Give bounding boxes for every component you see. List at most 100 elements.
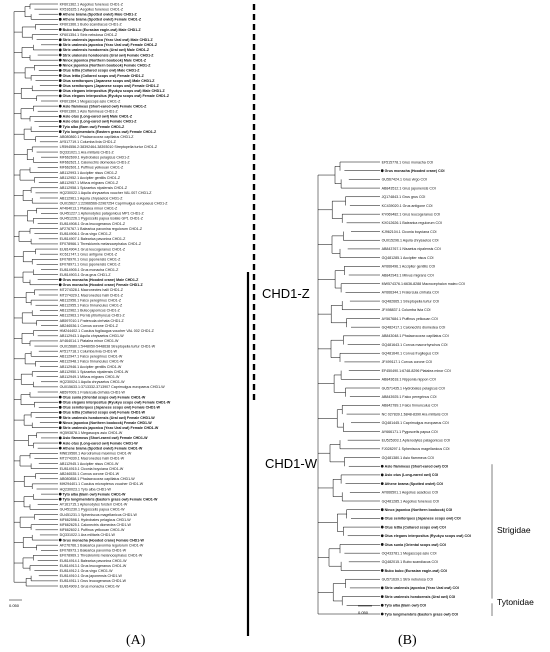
tree-a-tip-label: EF078966.1 Threskiornis melanocephalus C… <box>60 242 142 246</box>
tree-a-tip-label: AY161715.1 Aptenodytes forsteri CHD1-W <box>60 503 128 507</box>
tree-a-tip-label: EU814909.1 Grus monacha CHD1-W <box>60 584 121 588</box>
tree-a-tip-label: KF601362.1 Aegolius funereus CHD1-Z <box>60 2 124 6</box>
tree-a-tip-label: Asio flammeus (Short-eared owl) Female C… <box>63 104 147 108</box>
tree-a-tip-label: OU015680.1:5448050-5448638 Streptopelia … <box>60 344 156 348</box>
tree-a-tip-label: Bubo bubo (Eurasian eagle-owl) Male CHD1… <box>63 28 142 32</box>
tree-a-tip-label: Ninox japonica (Northern boobook) Female… <box>63 421 153 425</box>
tree-a-tip-label: Ninox japonica (Northern boobook) Female… <box>63 64 152 68</box>
tree-a-tip-label: EF078970.1 Grus japonensis CHD1-Z <box>60 258 122 262</box>
tree-a-tip-label: KC611747.1 Grus antigone CHD1-Z <box>60 252 118 256</box>
tree-a-tip-label: Strix uralensis japonica (Yezo Ural owl)… <box>63 43 158 47</box>
tree-a-tip-label: Otus lettia (Collared scops owl) Female … <box>63 74 145 78</box>
tree-a-tip-label: EF078969.1 Threskiornis melanocephalus C… <box>60 554 143 558</box>
tree-a-tip-marker <box>58 492 62 496</box>
tree-a-tip-label: AB112949.1 Milvus migrans CHD1-W <box>60 375 120 379</box>
tree-a-tip-marker <box>58 416 62 419</box>
tree-a-tip-label: Otus semitorques (Japanese scops owl) Fe… <box>63 406 161 410</box>
tree-a-tip-label: MF662621.1 Calonectris diomedea CHD1-Z <box>60 161 131 165</box>
tree-a-tip-label: AB112947.1 Falco peregrinus CHD1-W <box>60 355 123 359</box>
tree-a-tip-label: Athene brama (Spotted owlet) Female CHD1… <box>63 446 143 450</box>
tree-a-tip-marker <box>58 63 62 67</box>
clade-label-strigidae: Strigidae <box>497 525 531 535</box>
tree-a-tip-marker <box>58 538 62 542</box>
tree-a-tip-label: KF601360.1 Asio flammeus CHD1-Z <box>60 110 119 114</box>
panel-label-a: (A) <box>126 633 146 648</box>
tree-a-tip-label: Athene brama (Spotted owlet) Male CHD1-Z <box>63 13 138 17</box>
tree-a-tip-label: AB112955.1 Falco tinnunculus CHD1-Z <box>60 304 123 308</box>
tree-a-tip-label: Otus elegans interpositus (Ryukyu scops … <box>63 89 166 93</box>
tree-a-tip-label: AY517719.1 Columba livia CHD1-Z <box>60 140 117 144</box>
tree-a-tip-label: Strix uralensis hondoensis (Ural owl) Ma… <box>63 48 150 52</box>
tree-a-tip-label: KX516325.1 Aegolius funereus CHD1-Z <box>60 7 124 11</box>
tree-a-tip-label: AB112962.1 Buteo japonicus CHD1-Z <box>60 309 121 313</box>
tree-a-tip-marker <box>58 17 62 21</box>
clade-label-chd1-w: CHD1-W <box>265 456 317 471</box>
tree-a-tip-label: HQ230023.1 Tyto alba CHD1-W <box>60 487 112 491</box>
tree-a-tip-label: Otus semitorques (Japanese scops owl) Ma… <box>63 79 156 83</box>
tree-a-tip-marker <box>58 426 62 430</box>
tree-a-tip-label: Tyto alba (Barn owl) Female CHD1-Z <box>63 125 125 129</box>
tree-a-tip-label: EU814907.1 Balearica pavonina CHD1-Z <box>60 237 127 241</box>
tree-a-tip-label: AB246536.1 Corvus corone CHD1-Z <box>60 324 119 328</box>
tree-a-tip-label: Otus semitorques (Japanese scops owl) Fe… <box>63 84 160 88</box>
tree-a-tip-label: KF601364.1 Megascops asio CHD1-Z <box>60 99 122 103</box>
tree-a-tip-label: Strix uralensis japonica (Yezo Ural owl)… <box>63 426 159 430</box>
tree-a-tip-label: EF078973.1 Balearica pavonina CHD1-W <box>60 549 127 553</box>
tree-a-tip-label: Grus monacha (Hooded crane) Female CHD1-… <box>63 283 144 287</box>
tree-a-tip-label: HQ593878.1 Megascops asio CHD1-W <box>60 431 123 435</box>
tree-a-tip-label: Otus lettia (Collared scops owl) Female … <box>63 411 146 415</box>
tree-a-tip-marker <box>58 405 62 409</box>
tree-a-tip-label: Strix uralensis hondoensis (Ural owl) Fe… <box>63 53 155 57</box>
tree-a-tip-label: EU814906.1 Grus virgo CHD1-Z <box>60 232 113 236</box>
tree-a-tip-label: EU814912.1 Grus virgo CHD1-W <box>60 569 114 573</box>
tree-a-tip-label: LR594556.2:38392464-38393010 Streptopeli… <box>60 145 158 149</box>
tree-a-tip-label: EU814914.1 Balearica pavonina CHD1-W <box>60 559 128 563</box>
tree-a-tip-marker <box>58 68 62 72</box>
tree-a-tip-label: AB246535.1 Corvus corone CHD1-W <box>60 472 120 476</box>
tree-a-tip-label: GU451226.1 Pygoscelis papua isolate GP1 … <box>60 217 144 221</box>
tree-a-tip-label: AB112993.1 Accipiter nisus CHD1-Z <box>60 171 118 175</box>
tree-a-tip-label: GU451231.1 Spheniscus magellanicus CHD1-… <box>60 513 138 517</box>
tree-a-tip-marker <box>58 94 62 98</box>
tree-a-tip-label: KF601354.1 Strix nebulosa CHD1-Z <box>60 33 118 37</box>
tree-a-tip-marker <box>58 114 62 118</box>
tree-a-tip-label: AF276766.1 Balearica pavonina regulorum … <box>60 543 144 547</box>
tree-a-tip-label: Asio flammeus (Short-eared owl) Female C… <box>63 436 148 440</box>
tree-a-tip-marker <box>58 58 62 62</box>
tree-a-tip-label: Tyto alba (Barn owl) Female CHD1-W <box>63 492 126 496</box>
tree-a-tip-label: EU814904.1 Grus leucogeranus CHD1-Z <box>60 247 126 251</box>
tree-a-tip-label: MT274330.1 Macronectes halli CHD1-W <box>60 457 125 461</box>
tree-a-tip-marker <box>58 421 62 425</box>
tree-a-tip-label: EU814915.1 Ciconia boyciana CHD1-W <box>60 467 124 471</box>
clade-label-chd1-z: CHD1-Z <box>262 286 310 301</box>
tree-a-tip-label: AY517718.1 Columba livia CHD1-W <box>60 349 118 353</box>
tree-a-tip-label: Grus monacha (Hooded crane) Female CHD1-… <box>63 538 145 542</box>
tree-a-tip-label: Tyto longimembris (Eastern grass owl) Fe… <box>63 498 158 502</box>
tree-a-tip-label: MF662625.1 Calonectris diomedea CHD1-W <box>60 523 132 527</box>
tree-a-tip-marker <box>58 125 62 128</box>
tree-a-tip-label: Asio otus (Long-eared owl) Female CHD1-W <box>63 441 139 445</box>
tree-a-tip-marker <box>58 400 62 404</box>
tree-a-tip-marker <box>58 278 62 282</box>
tree-a-tip-label: EU814905.1 Grus monacha CHD1-Z <box>60 268 120 272</box>
tree-a-tip-marker <box>58 283 62 287</box>
tree-a-tip-marker <box>58 446 62 450</box>
tree-a-tip-label: Strix uralensis hondoensis (Ural owl) Fe… <box>63 416 156 420</box>
tree-a-tip-marker <box>58 411 62 414</box>
tree-a-tip-label: MN619560.1 Aerodramus maximus CHD1-W <box>60 452 132 456</box>
tree-a-tip-label: Ninox japonica (Northern boobook) Male C… <box>63 58 147 62</box>
tree-a-tip-label: AB112963.1 Pernis ptilorhyncus CHD1-Z <box>60 314 126 318</box>
tree-a-tip-label: AB112961.1 Aquila chrysaetos CHD1-Z <box>60 196 124 200</box>
tree-a-tip-label: Otus elegans interpositus (Ryukyu scops … <box>63 401 171 405</box>
tree-a-tip-label: Grus monacha (Hooded crane) Male CHD1-Z <box>63 278 139 282</box>
tree-a-tip-label: AB112952.1 Accipiter gentilis CHD1-Z <box>60 176 121 180</box>
tree-a-tip-label: AB112946.1 Accipiter gentilis CHD1-W <box>60 365 122 369</box>
tree-a-tip-label: Otus elegans interpositus (Ryukyu scops … <box>63 94 170 98</box>
tree-a-tip-marker <box>58 53 62 57</box>
tree-a-tip-label: EU814910.1 Grus japonensis CHD1-W <box>60 574 123 578</box>
tree-a-tip-marker <box>58 38 62 42</box>
tree-a-tip-marker <box>58 43 62 47</box>
panel-label-b: (B) <box>398 633 417 648</box>
tree-a-scale-label: 0.050 <box>9 603 20 608</box>
tree-a-tip-marker <box>58 48 62 52</box>
